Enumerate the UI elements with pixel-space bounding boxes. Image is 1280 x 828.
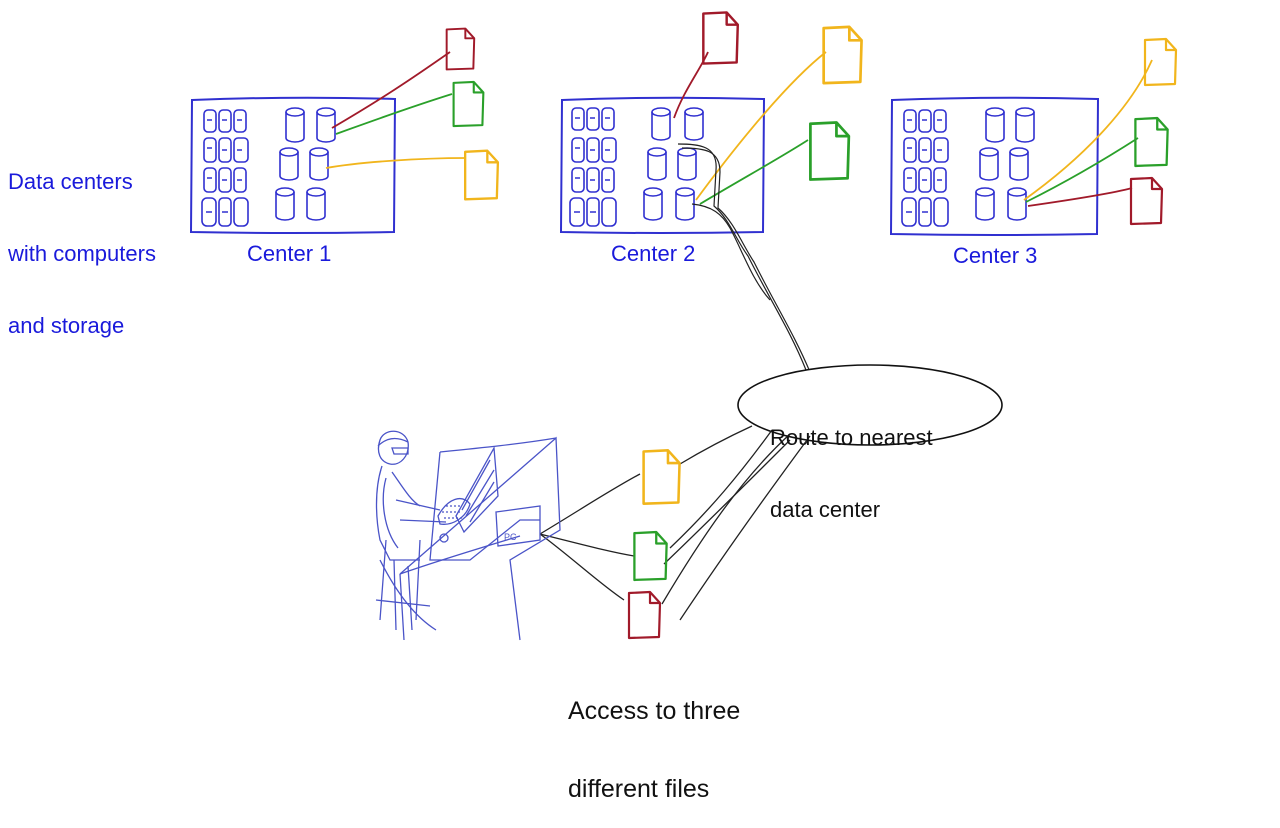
pc-links [539, 425, 811, 621]
document-icon [1129, 176, 1164, 226]
document-icon [1134, 116, 1169, 168]
access-note: Access to three different files [568, 646, 740, 828]
side-note-line-1: Data centers [8, 169, 133, 194]
file-links-center-3 [1023, 59, 1153, 207]
server-rack-icon [901, 109, 949, 227]
center-1-label: Center 1 [247, 241, 332, 266]
storage-cylinder-icon [975, 107, 1035, 221]
document-icon [463, 149, 500, 201]
document-icon [1143, 37, 1178, 87]
route-bubble-line-2: data center [770, 497, 881, 522]
center-2-label: Center 2 [611, 241, 696, 266]
side-note-line-2: with computers [8, 241, 156, 266]
file-links-center-2 [673, 51, 827, 205]
access-note-line-1: Access to three [568, 697, 741, 725]
data-center-1 [189, 96, 397, 234]
side-note-line-3: and storage [8, 313, 125, 338]
server-rack-icon [201, 109, 249, 227]
desk-mark: PC [504, 532, 517, 542]
side-note: Data centers with computers and storage [8, 122, 156, 362]
storage-cylinder-icon [643, 107, 704, 221]
data-center-3 [889, 96, 1100, 236]
document-icon [642, 449, 681, 505]
data-center-2 [559, 96, 766, 234]
monitor-icon [455, 445, 499, 534]
document-icon [822, 25, 863, 85]
storage-cylinder-icon [275, 107, 336, 221]
server-rack-icon [569, 107, 617, 227]
center-2-outline [559, 96, 766, 234]
access-note-line-2: different files [568, 775, 710, 803]
document-icon [702, 11, 740, 65]
document-icon [627, 590, 662, 640]
person-at-desk-icon [375, 430, 561, 641]
route-connector [677, 143, 811, 373]
center-3-label: Center 3 [953, 243, 1038, 268]
document-icon [452, 80, 485, 128]
route-bubble [737, 364, 1003, 446]
route-bubble-line-1: Route to nearest [770, 425, 933, 450]
route-bubble-text: Route to nearest data center [770, 378, 933, 546]
document-icon [808, 121, 851, 181]
document-icon [633, 530, 668, 582]
center-3-outline [889, 96, 1100, 236]
center-1-outline [189, 96, 397, 234]
document-icon [445, 27, 476, 71]
diagram-canvas [189, 11, 1178, 641]
file-links-center-1 [325, 51, 467, 169]
